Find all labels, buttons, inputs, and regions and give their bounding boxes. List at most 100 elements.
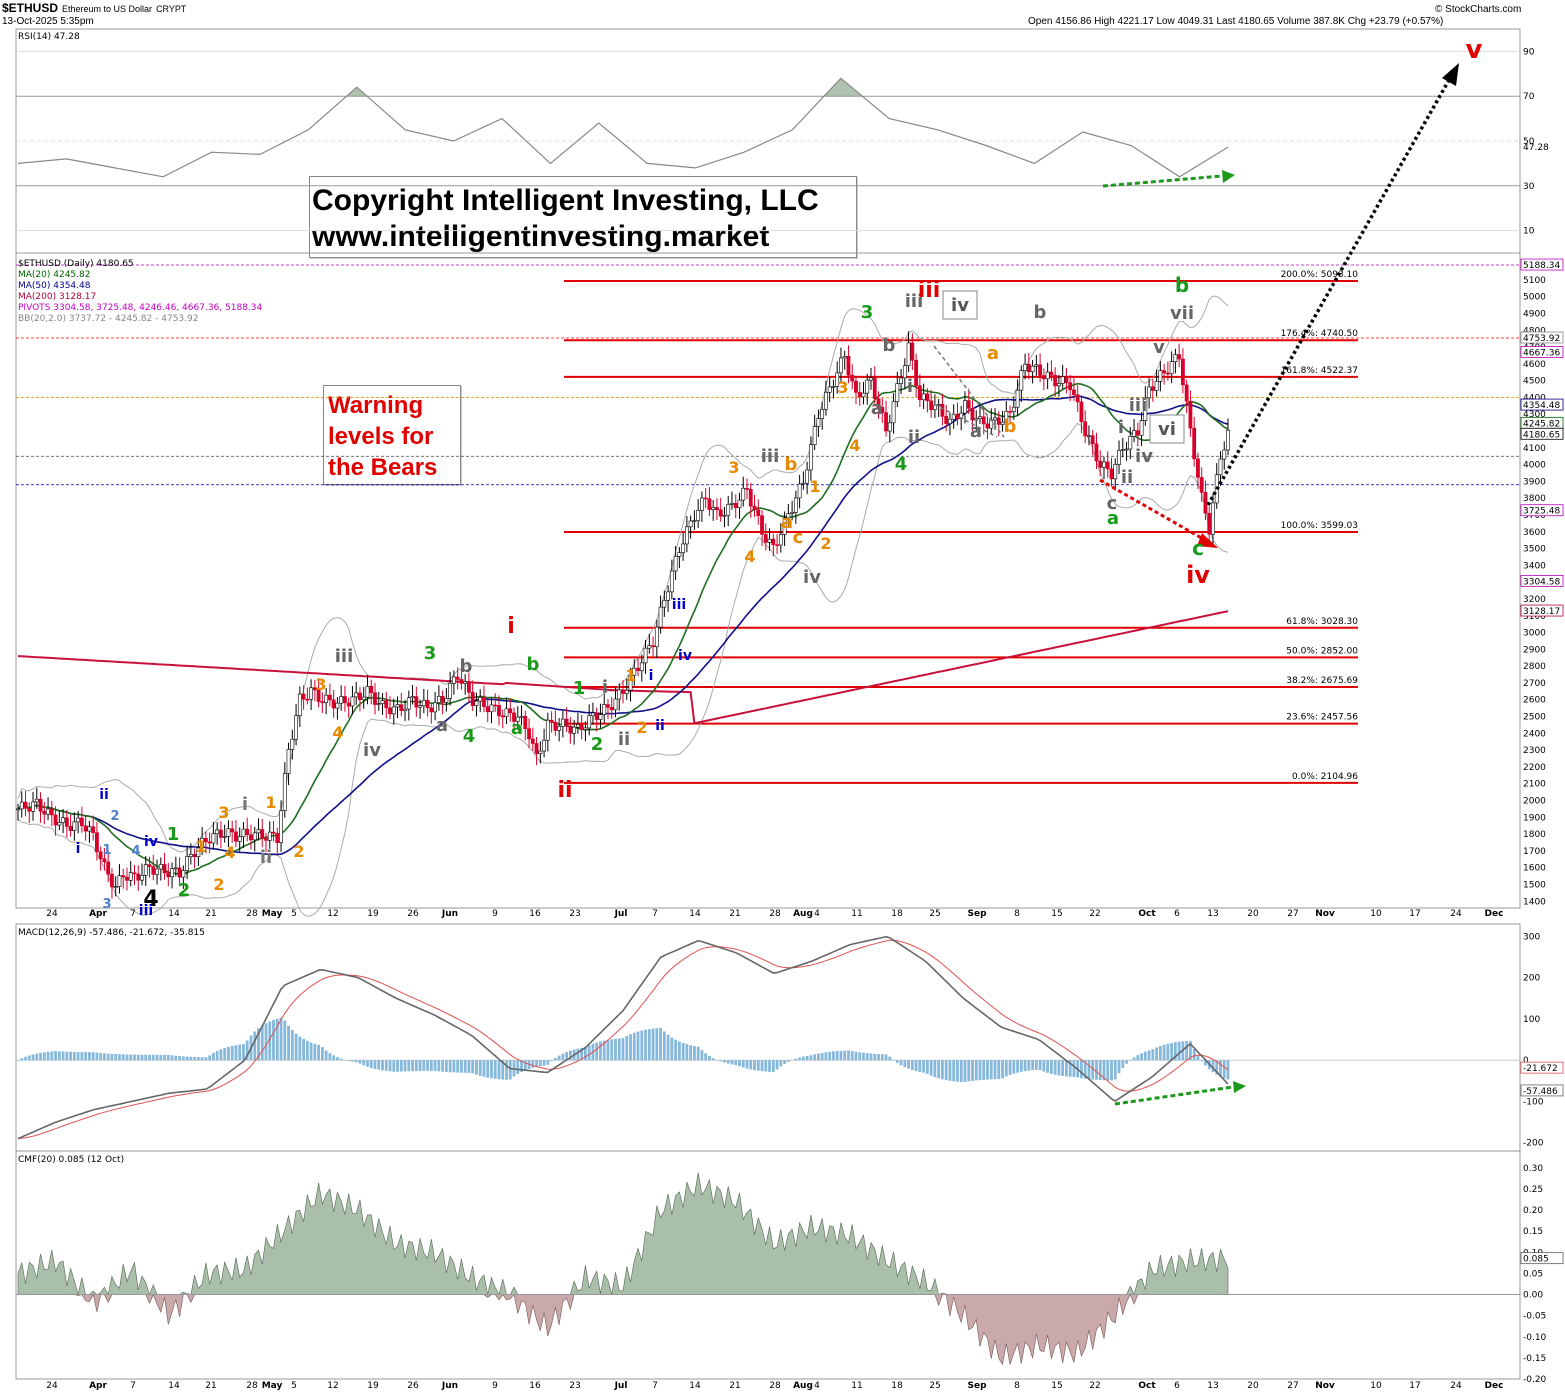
- macd-histogram-bar: [136, 1054, 140, 1061]
- candle-body: [301, 693, 306, 700]
- candle-body: [827, 386, 832, 393]
- macd-histogram-bar: [181, 1056, 185, 1061]
- macd-histogram-bar: [1162, 1044, 1166, 1061]
- candle-body: [31, 801, 35, 812]
- macd-histogram-bar: [1200, 1060, 1204, 1062]
- candle-body: [57, 822, 62, 826]
- macd-histogram-bar: [103, 1053, 106, 1061]
- x-tick-label: 7: [130, 1381, 136, 1391]
- macd-histogram-bar: [493, 1060, 497, 1079]
- macd-histogram-bar: [279, 1017, 283, 1061]
- macd-histogram-bar: [700, 1050, 704, 1061]
- x-tick-label: May: [262, 909, 283, 919]
- macd-histogram-bar: [715, 1059, 719, 1061]
- macd-histogram-bar: [497, 1060, 501, 1080]
- candle-body: [726, 503, 731, 516]
- price-tick-label: 2600: [1523, 696, 1546, 706]
- candle-body: [993, 417, 997, 421]
- candle-body: [222, 836, 227, 838]
- candle-body: [579, 724, 584, 730]
- price-tick-label: 3600: [1523, 528, 1546, 538]
- candle-body: [891, 401, 896, 424]
- wave-label: 4: [744, 547, 755, 566]
- macd-histogram-bar: [287, 1025, 290, 1061]
- candle-body: [414, 696, 419, 708]
- candle-body: [316, 689, 321, 702]
- x-tick-label: 27: [1287, 909, 1298, 919]
- x-tick-label: 19: [367, 1381, 379, 1391]
- candle-body: [872, 377, 877, 399]
- candle-body: [884, 412, 888, 432]
- macd-histogram-bar: [986, 1060, 989, 1080]
- candle-body: [271, 831, 276, 834]
- candle-body: [662, 600, 667, 608]
- candle-body: [824, 391, 828, 410]
- candle-body: [568, 725, 573, 734]
- macd-histogram-bar: [260, 1025, 264, 1061]
- macd-histogram-bar: [1031, 1060, 1034, 1071]
- price-tick-label: 3400: [1523, 561, 1546, 571]
- candle-body: [527, 728, 531, 740]
- macd-histogram-bar: [418, 1060, 422, 1071]
- macd-histogram-bar: [1151, 1049, 1155, 1061]
- macd-histogram-bar: [245, 1040, 249, 1061]
- x-tick-label: 14: [168, 1381, 180, 1391]
- wave-label: iv: [363, 740, 381, 761]
- macd-histogram-bar: [531, 1060, 535, 1068]
- candle-body: [275, 833, 280, 843]
- candle-body: [346, 702, 351, 707]
- candle-body: [395, 704, 400, 708]
- candle-body: [591, 712, 595, 717]
- x-tick-label: May: [262, 1381, 283, 1391]
- x-tick-label: 21: [729, 1381, 740, 1391]
- wave-label: b: [785, 454, 798, 475]
- candle-body: [1072, 389, 1076, 396]
- candle-body: [196, 847, 201, 857]
- wave-label: 4: [463, 726, 476, 747]
- macd-histogram-bar: [343, 1059, 347, 1061]
- candle-body: [406, 697, 411, 710]
- fib-label: 176.4%: 4740.50: [1281, 329, 1359, 339]
- macd-value-label: -57.486: [1523, 1087, 1558, 1097]
- macd-divergence-arrow: [1114, 1085, 1234, 1106]
- price-tick-label: 3500: [1523, 545, 1546, 555]
- macd-histogram-bar: [813, 1054, 817, 1061]
- candle-body: [1019, 370, 1024, 391]
- price-value-tag: [1520, 504, 1564, 517]
- wave-label: iii: [672, 597, 686, 613]
- candle-body: [733, 503, 738, 508]
- price-tick-label: 4000: [1523, 461, 1546, 471]
- price-tick-label: 4600: [1523, 360, 1546, 370]
- candle-body: [1188, 400, 1193, 429]
- candle-body: [948, 418, 952, 424]
- candle-body: [19, 801, 24, 810]
- cmf-tick-label: 0.25: [1523, 1185, 1543, 1195]
- legend-item-3: MA(200) 3128.17: [18, 292, 96, 302]
- fib-label: 61.8%: 3028.30: [1286, 617, 1358, 627]
- candle-body: [1045, 371, 1050, 380]
- macd-histogram-bar: [745, 1060, 749, 1069]
- bb-upper: [17, 295, 1229, 853]
- candle-body: [820, 408, 825, 419]
- candle-body: [290, 738, 295, 750]
- wave-label: iii: [918, 278, 941, 303]
- candle-body: [850, 374, 855, 382]
- candle-body: [230, 828, 235, 833]
- price-tick-label: 1800: [1523, 830, 1546, 840]
- candle-body: [1030, 365, 1035, 373]
- macd-histogram-bar: [971, 1060, 974, 1081]
- macd-histogram-bar: [61, 1051, 65, 1061]
- candle-body: [624, 689, 629, 694]
- candle-body: [72, 821, 77, 831]
- candle-body: [474, 700, 479, 706]
- macd-histogram-bar: [1140, 1053, 1143, 1061]
- macd-histogram-bar: [309, 1042, 313, 1061]
- price-tick-label: 2900: [1523, 645, 1546, 655]
- candle-body: [730, 503, 734, 505]
- rsi-group: 10 30 50 70 90 47.28: [16, 47, 1549, 237]
- macd-histogram-bar: [1147, 1050, 1151, 1061]
- cmf-tick-label: 0.20: [1523, 1206, 1543, 1216]
- candle-body: [166, 872, 171, 878]
- macd-histogram-bar: [779, 1060, 783, 1067]
- candle-body: [974, 418, 979, 421]
